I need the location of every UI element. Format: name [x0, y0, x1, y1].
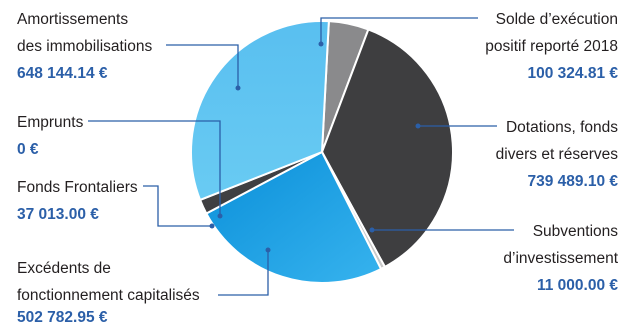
leader-dot-emprunts [217, 213, 223, 219]
leader-dot-dotations [415, 123, 421, 129]
leader-solde [320, 17, 478, 44]
label-excedents-line1: Excédents de [17, 260, 111, 277]
slice-dotations [320, 28, 454, 269]
label-subventions-line1: Subventions [533, 223, 619, 240]
leader-amortissements [166, 44, 239, 88]
slice-amortissements [190, 20, 330, 202]
value-fonds-frontaliers: 37 013.00 € [17, 206, 99, 223]
leader-dot-solde [318, 41, 324, 47]
label-dotations-line2: divers et réserves [496, 146, 619, 163]
label-subventions-line2: d’investissement [503, 250, 618, 267]
slice-excedents [204, 150, 383, 284]
label-dotations-line1: Dotations, fonds [506, 119, 618, 136]
leader-fonds [143, 185, 212, 227]
pie-slices [190, 20, 454, 284]
value-excedents: 502 782.95 € [17, 309, 108, 326]
leader-excedents [218, 250, 269, 296]
label-emprunts: Emprunts [17, 114, 84, 131]
value-emprunts: 0 € [17, 141, 39, 158]
value-amortissements: 648 144.14 € [17, 65, 108, 82]
label-amortissements-line2: des immobilisations [17, 38, 152, 55]
label-fonds-frontaliers: Fonds Frontaliers [17, 179, 138, 196]
value-solde: 100 324.81 € [527, 65, 618, 82]
label-excedents-line2: fonctionnement capitalisés [17, 287, 200, 304]
label-solde-line1: Solde d’exécution [496, 11, 618, 28]
leader-dot-amortissements [235, 85, 241, 91]
value-dotations: 739 489.10 € [527, 173, 618, 190]
leader-lines [88, 17, 514, 296]
leader-dot-subventions [369, 227, 375, 233]
leader-dot-fonds [209, 223, 215, 229]
label-solde-line2: positif reporté 2018 [485, 38, 618, 55]
leader-emprunts [88, 120, 221, 216]
value-subventions: 11 000.00 € [537, 277, 618, 294]
leader-dot-excedents [265, 247, 271, 253]
label-amortissements-line1: Amortissements [17, 11, 128, 28]
